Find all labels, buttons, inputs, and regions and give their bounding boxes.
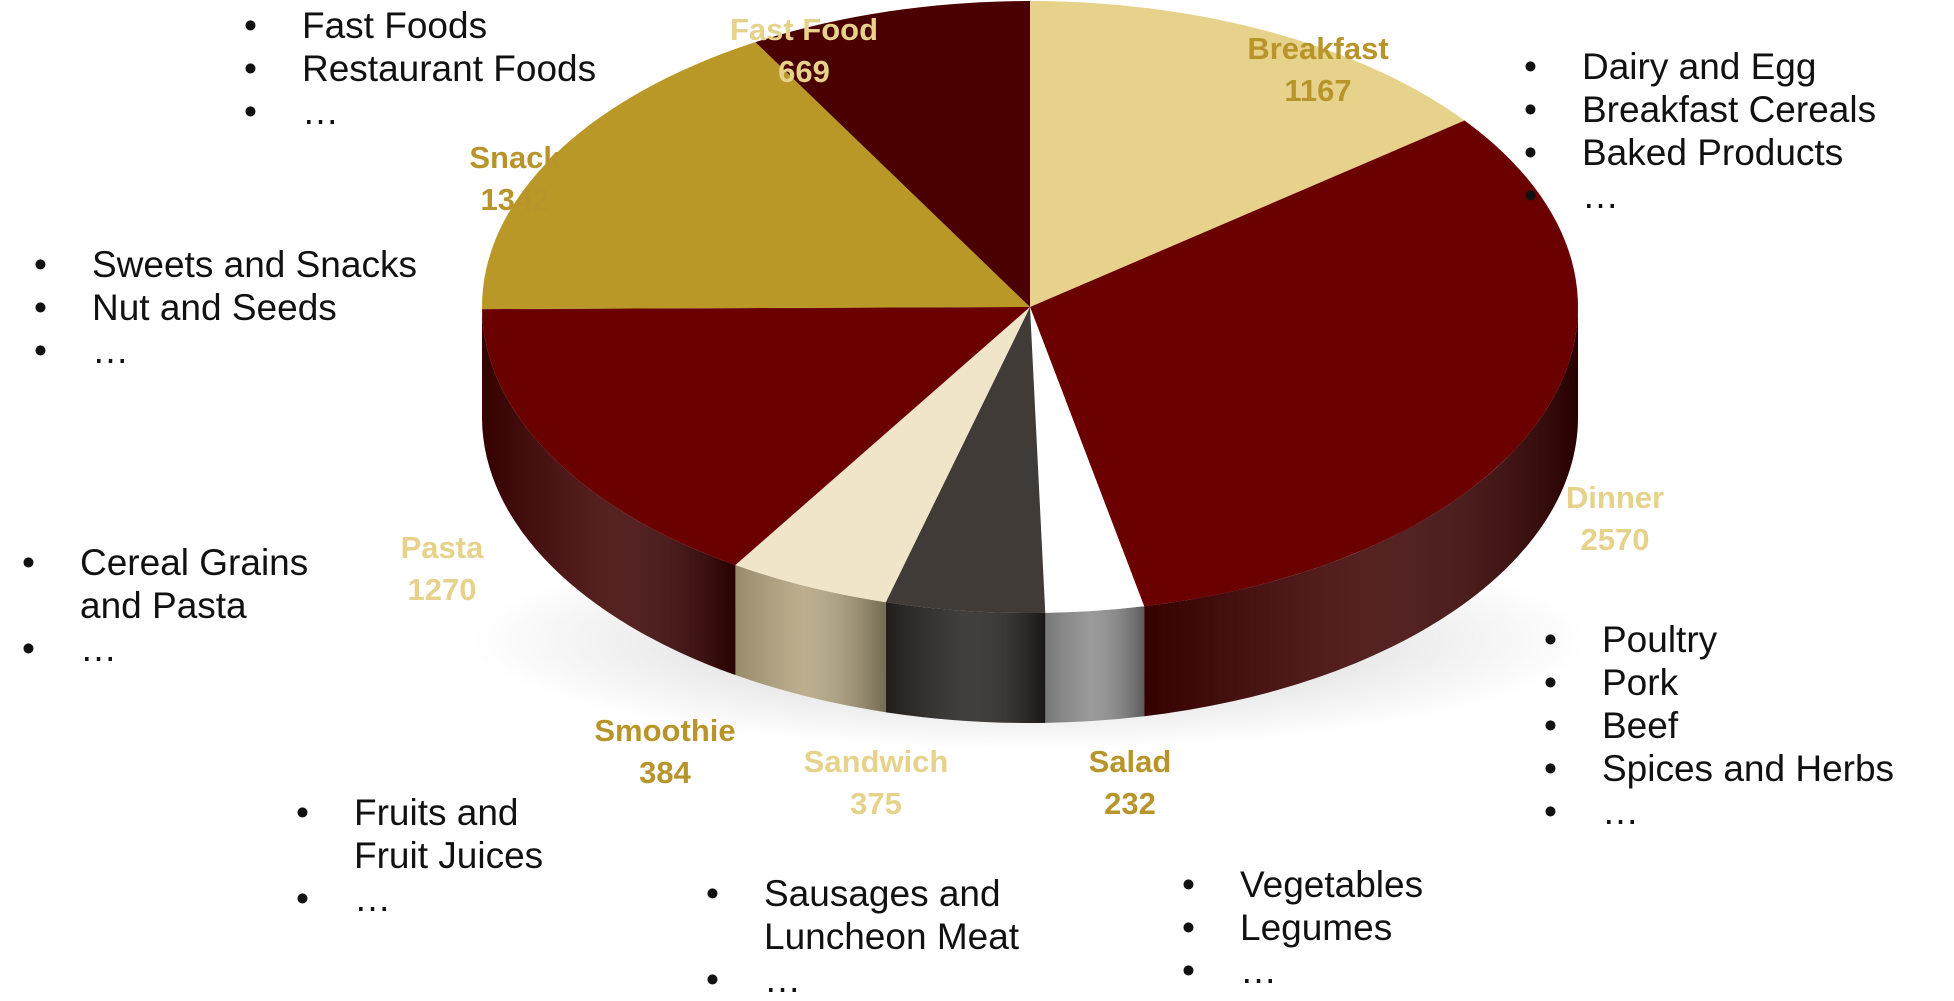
list-item-text: Fruit Juices (354, 835, 543, 876)
slice-label-snack: Snack 1342 (469, 137, 560, 221)
list-item-text: Fruits and (354, 792, 519, 833)
items-pasta: •Cereal Grains and Pasta •… (80, 541, 308, 670)
list-item-text: … (764, 959, 801, 1000)
slice-label-value: 1167 (1247, 70, 1388, 112)
items-salad: •Vegetables •Legumes •… (1240, 863, 1423, 992)
list-item-text: Nut and Seeds (92, 287, 337, 328)
list-item: •… (92, 329, 417, 372)
list-item-text: Sweets and Snacks (92, 244, 417, 285)
items-snack: •Sweets and Snacks •Nut and Seeds •… (92, 243, 417, 372)
list-item-text: Fast Foods (302, 5, 487, 46)
list-item-text: Beef (1602, 705, 1678, 746)
list-item: •Baked Products (1582, 131, 1876, 174)
list-item: •… (354, 877, 543, 920)
slice-label-text: Sandwich (804, 741, 949, 783)
slice-label-text: Breakfast (1247, 28, 1388, 70)
list-item: •Dairy and Egg (1582, 45, 1876, 88)
list-item-text: … (92, 330, 129, 371)
list-item: •Restaurant Foods (302, 47, 596, 90)
list-item-text: … (80, 628, 117, 669)
list-item: •Vegetables (1240, 863, 1423, 906)
slice-label-sandwich: Sandwich 375 (804, 741, 949, 825)
slice-label-value: 384 (594, 752, 735, 794)
list-item-text: … (354, 878, 391, 919)
items-smoothie: •Fruits and Fruit Juices •… (354, 791, 543, 920)
list-item-text: … (302, 91, 339, 132)
slice-label-pasta: Pasta 1270 (401, 527, 484, 611)
slice-label-text: Salad (1089, 741, 1172, 783)
list-item-text: Vegetables (1240, 864, 1423, 905)
list-item: and Pasta (80, 584, 308, 627)
list-item-text: Cereal Grains (80, 542, 308, 583)
list-item-text: Legumes (1240, 907, 1392, 948)
list-item: •… (1240, 949, 1423, 992)
list-item: •Sweets and Snacks (92, 243, 417, 286)
list-item-text: Baked Products (1582, 132, 1843, 173)
list-item: •… (302, 90, 596, 133)
list-item: •Beef (1602, 704, 1894, 747)
items-dinner: •Poultry •Pork •Beef •Spices and Herbs •… (1602, 618, 1894, 833)
list-item-text: Luncheon Meat (764, 916, 1019, 957)
list-item: •Spices and Herbs (1602, 747, 1894, 790)
list-item-text: Spices and Herbs (1602, 748, 1894, 789)
list-item-text: and Pasta (80, 585, 247, 626)
list-item: •Nut and Seeds (92, 286, 417, 329)
list-item-text: … (1602, 791, 1639, 832)
list-item: •… (80, 627, 308, 670)
list-item: •Sausages and (764, 872, 1019, 915)
list-item-text: … (1240, 950, 1277, 991)
list-item: •Cereal Grains (80, 541, 308, 584)
list-item-text: Breakfast Cereals (1582, 89, 1876, 130)
list-item: •Pork (1602, 661, 1894, 704)
slice-label-smoothie: Smoothie 384 (594, 710, 735, 794)
list-item: •Fruits and (354, 791, 543, 834)
items-sandwich: •Sausages and Luncheon Meat •… (764, 872, 1019, 1001)
pie-side-shade (886, 602, 1045, 723)
list-item: •… (1602, 790, 1894, 833)
list-item: •… (764, 958, 1019, 1001)
list-item: •Legumes (1240, 906, 1423, 949)
slice-label-text: Smoothie (594, 710, 735, 752)
slice-label-value: 2570 (1566, 519, 1664, 561)
list-item: •Fast Foods (302, 4, 596, 47)
slice-label-salad: Salad 232 (1089, 741, 1172, 825)
slice-label-text: Snack (469, 137, 560, 179)
slice-label-value: 1342 (469, 179, 560, 221)
list-item: Luncheon Meat (764, 915, 1019, 958)
slice-label-breakfast: Breakfast 1167 (1247, 28, 1388, 112)
pie-side-shade (1045, 606, 1144, 723)
list-item-text: … (1582, 175, 1619, 216)
slice-label-fast-food: Fast Food 669 (730, 9, 878, 93)
list-item: •… (1582, 174, 1876, 217)
slice-label-value: 232 (1089, 783, 1172, 825)
list-item-text: Pork (1602, 662, 1678, 703)
slice-label-value: 1270 (401, 569, 484, 611)
slice-label-text: Dinner (1566, 477, 1664, 519)
slice-label-text: Pasta (401, 527, 484, 569)
slice-label-text: Fast Food (730, 9, 878, 51)
list-item-text: Restaurant Foods (302, 48, 596, 89)
list-item-text: Sausages and (764, 873, 1001, 914)
list-item: •Poultry (1602, 618, 1894, 661)
list-item-text: Poultry (1602, 619, 1717, 660)
items-fast-food: •Fast Foods •Restaurant Foods •… (302, 4, 596, 133)
list-item-text: Dairy and Egg (1582, 46, 1816, 87)
items-breakfast: •Dairy and Egg •Breakfast Cereals •Baked… (1582, 45, 1876, 217)
slice-label-value: 375 (804, 783, 949, 825)
list-item: •Breakfast Cereals (1582, 88, 1876, 131)
slice-label-value: 669 (730, 51, 878, 93)
pie-tops (482, 1, 1578, 613)
list-item: Fruit Juices (354, 834, 543, 877)
slice-label-dinner: Dinner 2570 (1566, 477, 1664, 561)
